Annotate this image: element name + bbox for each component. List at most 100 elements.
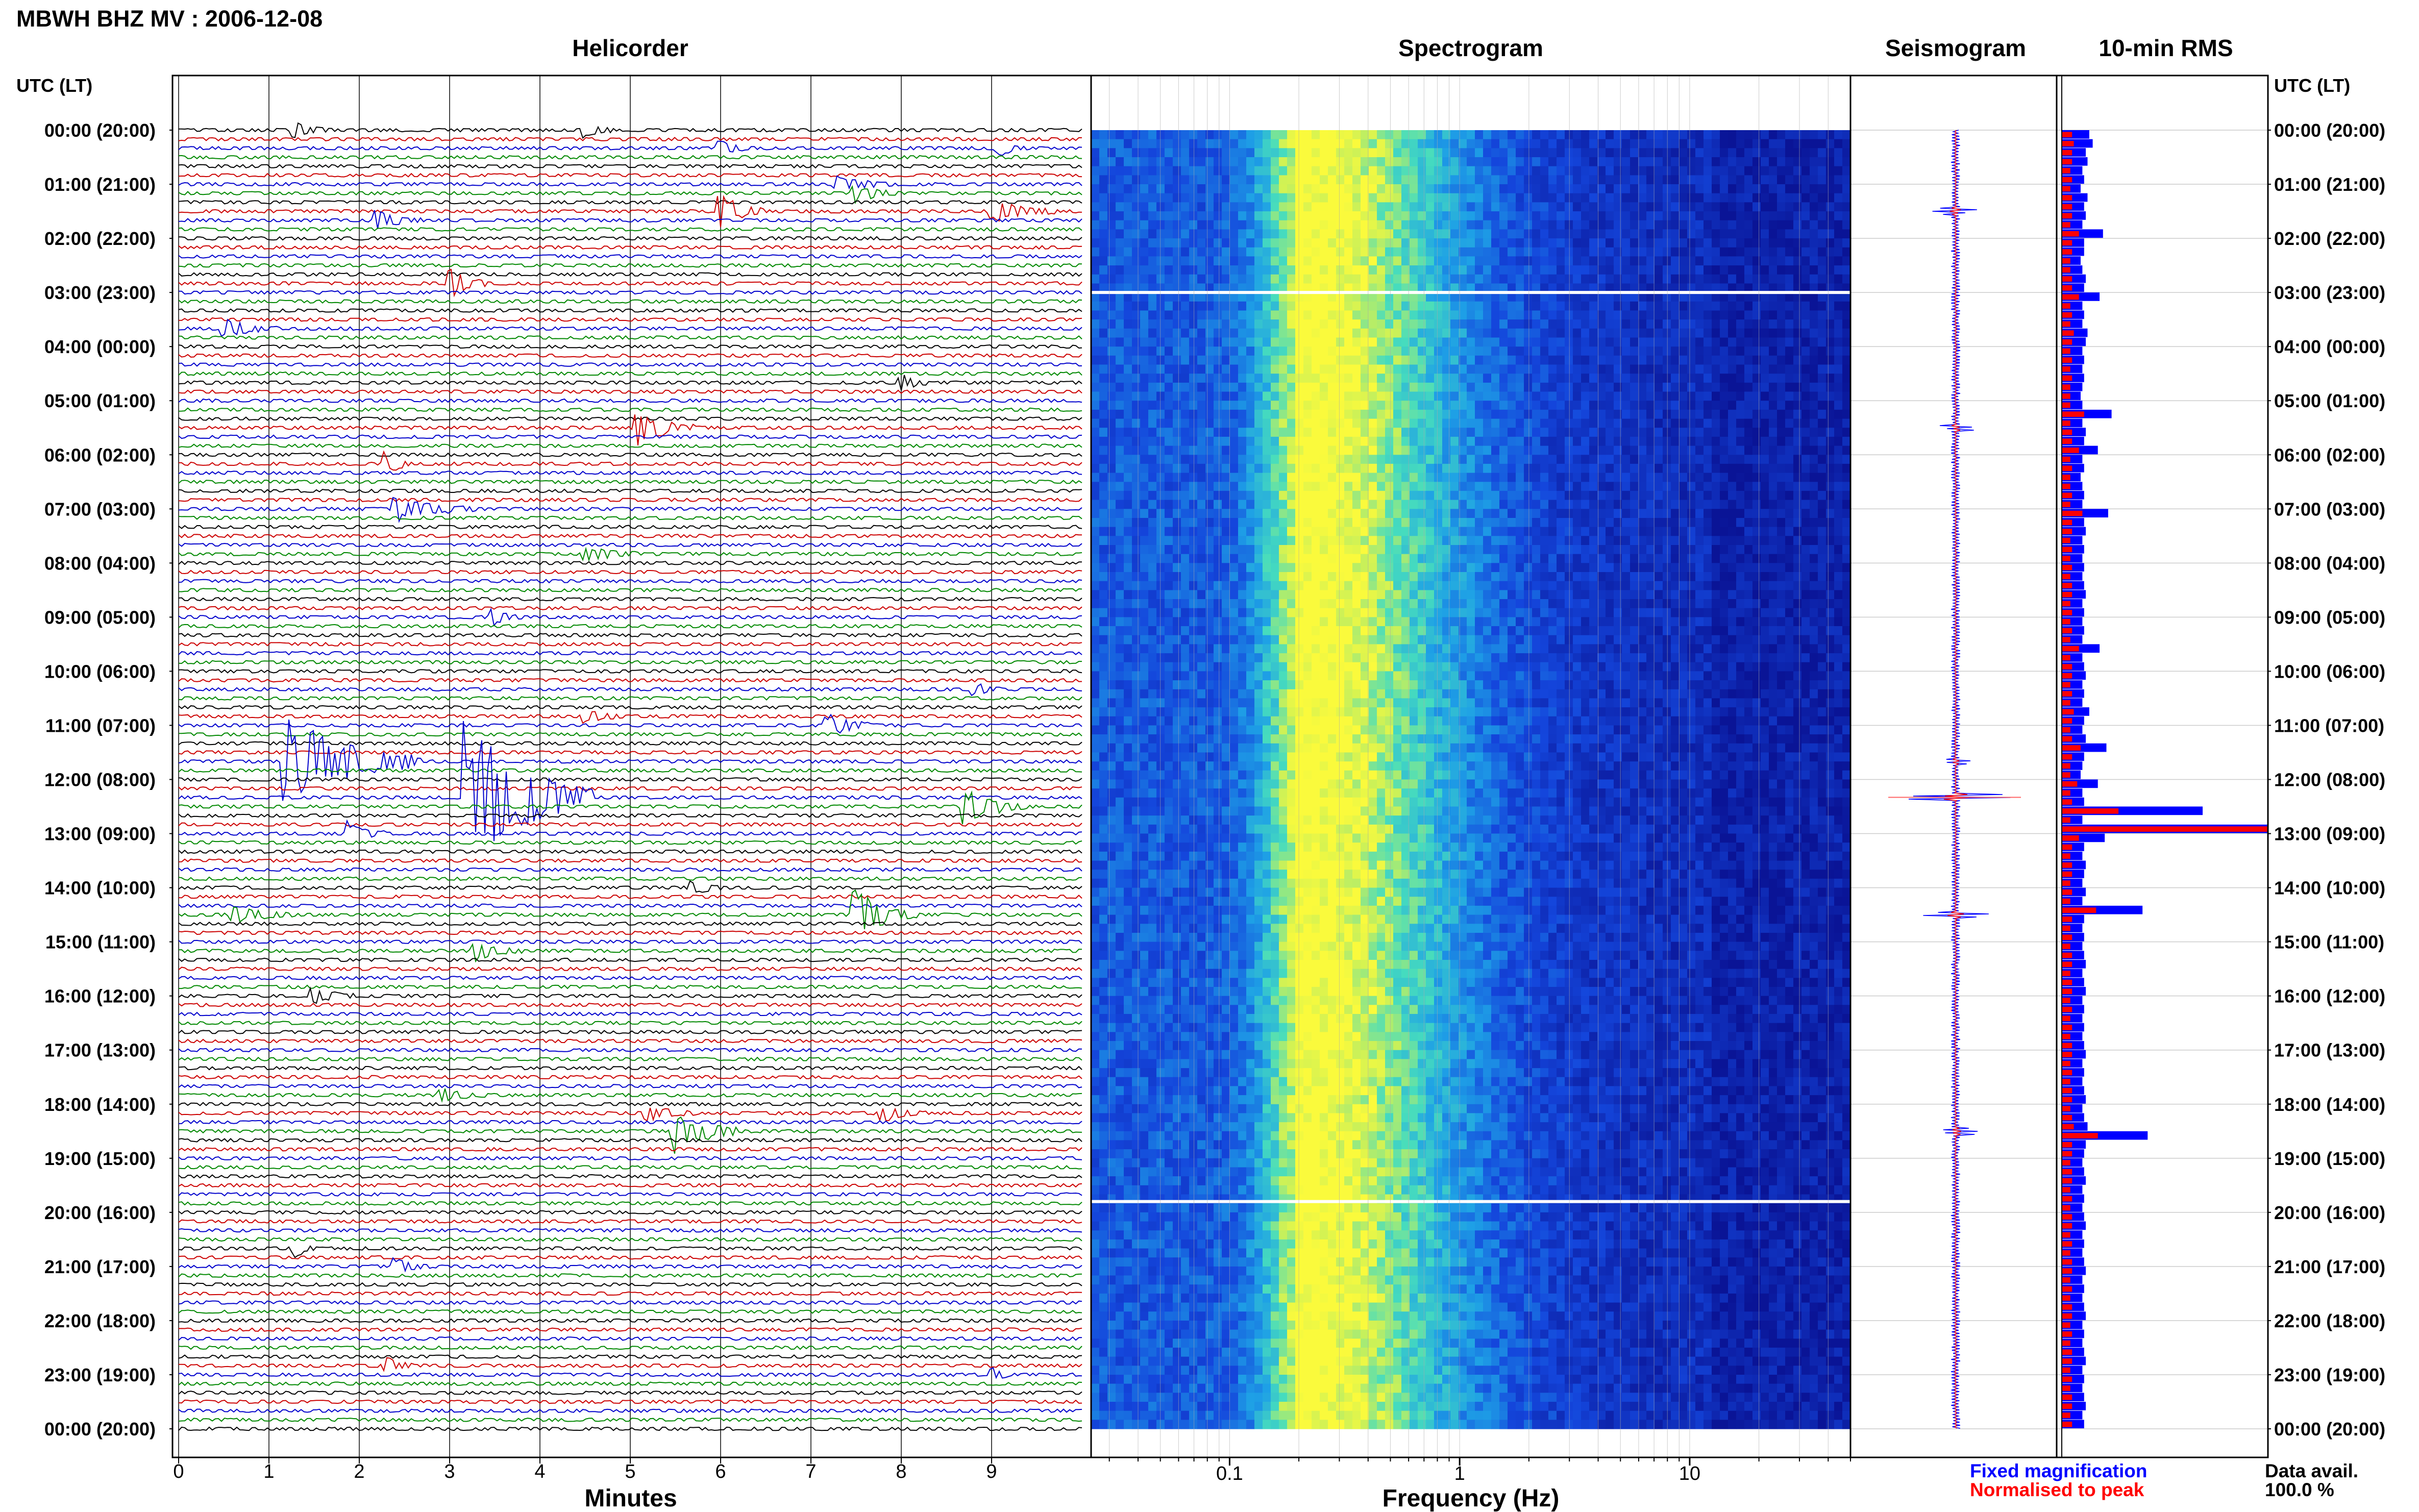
spectrogram-cell	[1385, 292, 1394, 302]
spectrogram-cell	[1491, 563, 1500, 573]
spectrogram-cell	[1369, 391, 1377, 401]
spectrogram-cell	[1369, 455, 1377, 464]
spectrogram-cell	[1826, 193, 1835, 203]
spectrogram-cell	[1271, 337, 1279, 347]
spectrogram-cell	[1646, 364, 1655, 374]
spectrogram-cell	[1720, 473, 1729, 482]
spectrogram-cell	[1467, 292, 1475, 302]
spectrogram-cell	[1279, 193, 1288, 203]
spectrogram-cell	[1107, 482, 1116, 491]
spectrogram-cell	[1263, 391, 1271, 401]
spectrogram-cell	[1467, 310, 1475, 320]
spectrogram-cell	[1222, 202, 1230, 212]
spectrogram-cell	[1761, 482, 1769, 491]
spectrogram-cell	[1695, 301, 1704, 311]
spectrogram-cell	[1312, 572, 1320, 582]
spectrogram-cell	[1785, 463, 1794, 474]
spectrogram-cell	[1442, 364, 1451, 374]
spectrogram-cell	[1712, 184, 1720, 194]
spectrogram-cell	[1769, 337, 1778, 347]
spectrogram-cell	[1557, 265, 1565, 275]
spectrogram-cell	[1165, 490, 1173, 501]
spectrogram-cell	[1173, 238, 1181, 248]
spectrogram-cell	[1467, 166, 1475, 176]
spectrogram-cell	[1589, 418, 1598, 428]
spectrogram-cell	[1736, 482, 1745, 491]
spectrogram-cell	[1704, 401, 1712, 410]
spectrogram-cell	[1606, 418, 1614, 428]
spectrogram-cell	[1426, 500, 1435, 509]
spectrogram-cell	[1720, 157, 1729, 167]
spectrogram-cell	[1401, 436, 1410, 447]
spectrogram-cell	[1818, 256, 1826, 266]
spectrogram-cell	[1540, 175, 1549, 185]
spectrogram-cell	[1622, 374, 1631, 383]
spectrogram-cell	[1516, 130, 1524, 140]
spectrogram-cell	[1597, 274, 1606, 284]
helicorder-trace	[178, 194, 1082, 228]
spectrogram-cell	[1622, 247, 1631, 257]
spectrogram-cell	[1148, 274, 1157, 284]
spectrogram-cell	[1434, 211, 1443, 221]
spectrogram-cell	[1548, 527, 1557, 536]
spectrogram-cell	[1393, 409, 1402, 419]
spectrogram-cell	[1214, 166, 1222, 176]
spectrogram-cell	[1589, 490, 1598, 501]
helicorder-trace	[178, 268, 1082, 298]
spectrogram-cell	[1148, 166, 1157, 176]
spectrogram-cell	[1687, 175, 1696, 185]
spectrogram-cell	[1581, 130, 1590, 140]
spectrogram-cell	[1238, 581, 1247, 590]
spectrogram-cell	[1793, 175, 1802, 185]
spectrogram-cell	[1140, 220, 1149, 230]
spectrogram-cell	[1434, 337, 1443, 347]
spectrogram-cell	[1271, 184, 1279, 194]
spectrogram-cell	[1769, 130, 1778, 140]
spectrogram-cell	[1401, 445, 1410, 455]
spectrogram-cell	[1695, 463, 1704, 474]
spectrogram-cell	[1671, 536, 1680, 546]
spectrogram-cell	[1246, 184, 1255, 194]
spectrogram-cell	[1638, 355, 1647, 365]
spectrogram-cell	[1279, 148, 1288, 158]
spectrogram-cell	[1826, 247, 1835, 257]
spectrogram-cell	[1712, 391, 1720, 401]
spectrogram-cell	[1712, 536, 1720, 546]
spectrogram-cell	[1238, 157, 1247, 167]
spectrogram-cell	[1622, 364, 1631, 374]
spectrogram-cell	[1156, 283, 1165, 293]
spectrogram-cell	[1254, 572, 1263, 582]
spectrogram-cell	[1263, 148, 1271, 158]
spectrogram-cell	[1156, 391, 1165, 401]
spectrogram-cell	[1238, 139, 1247, 148]
spectrogram-cell	[1704, 274, 1712, 284]
spectrogram-cell	[1622, 337, 1631, 347]
helicorder-trace	[178, 683, 1082, 697]
spectrogram-cell	[1499, 391, 1508, 401]
spectrogram-cell	[1834, 401, 1843, 410]
spectrogram-cell	[1761, 490, 1769, 501]
spectrogram-cell	[1140, 310, 1149, 320]
spectrogram-cell	[1581, 445, 1590, 455]
spectrogram-cell	[1230, 301, 1239, 311]
spectrogram-cell	[1148, 391, 1157, 401]
spectrogram-cell	[1459, 229, 1467, 239]
spectrogram-cell	[1320, 490, 1328, 501]
spectrogram-cell	[1606, 337, 1614, 347]
spectrogram-cell	[1116, 563, 1124, 573]
spectrogram-cell	[1320, 265, 1328, 275]
spectrogram-cell	[1565, 139, 1573, 148]
helicorder-trace	[178, 606, 1082, 611]
spectrogram-cell	[1720, 193, 1729, 203]
spectrogram-cell	[1720, 319, 1729, 329]
spectrogram-cell	[1589, 202, 1598, 212]
spectrogram-cell	[1450, 247, 1459, 257]
spectrogram-cell	[1769, 391, 1778, 401]
spectrogram-cell	[1279, 157, 1288, 167]
spectrogram-cell	[1344, 409, 1353, 419]
spectrogram-cell	[1352, 482, 1361, 491]
spectrogram-cell	[1238, 445, 1247, 455]
spectrogram-cell	[1434, 220, 1443, 230]
spectrogram-cell	[1508, 572, 1516, 582]
spectrogram-cell	[1369, 536, 1377, 546]
